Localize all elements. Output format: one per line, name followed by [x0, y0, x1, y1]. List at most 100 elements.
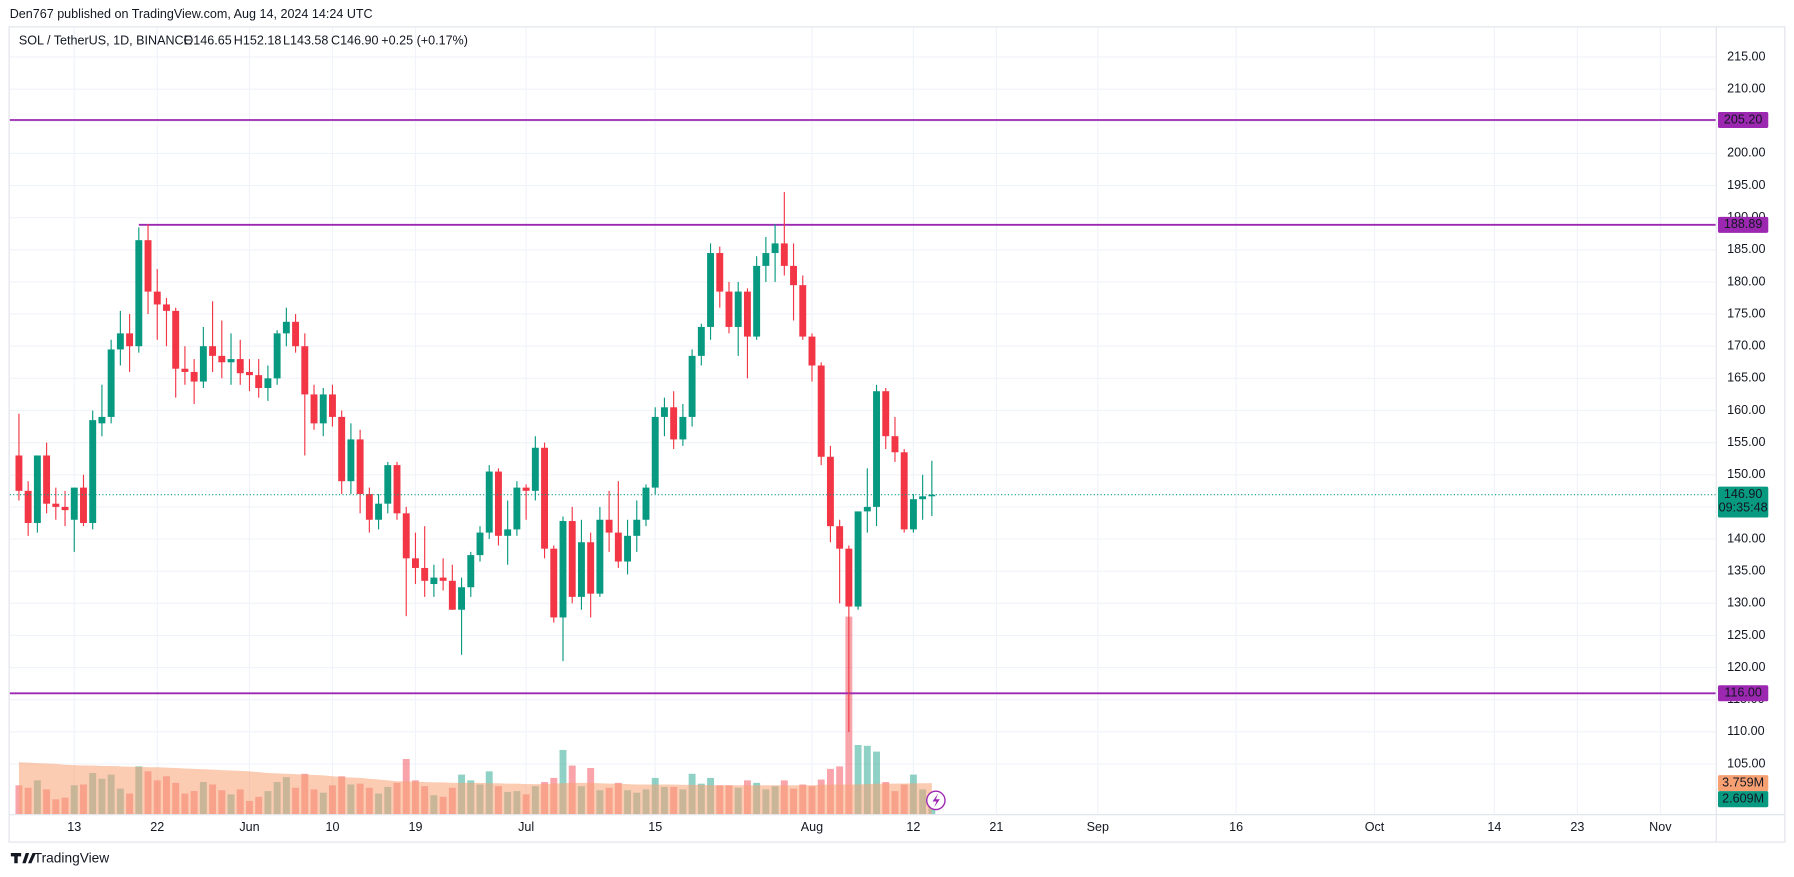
candle-body — [522, 487, 530, 491]
x-tick-label: 12 — [906, 820, 920, 834]
candle-body — [660, 407, 668, 417]
candle-body — [541, 447, 549, 549]
x-tick-label: Sep — [1087, 820, 1109, 834]
candle-body — [246, 371, 253, 376]
candle-body — [873, 391, 880, 507]
candle-body — [458, 587, 466, 610]
candle-body — [411, 558, 419, 568]
candle-body — [80, 487, 87, 523]
x-tick-label: 15 — [648, 820, 662, 834]
candle-body — [845, 548, 853, 607]
candle-body — [218, 355, 226, 363]
candle-body — [163, 304, 170, 311]
last-price-badge — [1717, 486, 1769, 518]
x-tick-label: 19 — [408, 820, 422, 834]
y-tick-label: 160.00 — [1727, 403, 1765, 417]
candle-body — [402, 513, 410, 559]
candle-body — [836, 526, 844, 549]
candle-body — [421, 567, 429, 581]
candle-body — [826, 456, 834, 527]
candle-body — [33, 455, 41, 523]
candle-body — [126, 333, 134, 347]
candle-body — [817, 365, 825, 457]
candle-body — [679, 416, 687, 440]
level-label: 188.89 — [1724, 217, 1762, 231]
y-tick-label: 110.00 — [1727, 724, 1765, 738]
y-tick-label: 180.00 — [1727, 274, 1765, 288]
candle-body — [577, 542, 585, 597]
level-label: 205.20 — [1724, 112, 1762, 126]
candle-body — [264, 378, 272, 388]
candle-body — [329, 394, 336, 417]
x-tick-label: Nov — [1649, 820, 1672, 834]
volume-bar — [559, 749, 567, 815]
y-tick-label: 140.00 — [1727, 531, 1765, 545]
candles — [9, 191, 1716, 732]
candle-body — [310, 394, 318, 424]
candle-body — [707, 253, 715, 327]
ohlc-value: L143.58 — [283, 33, 328, 47]
candle-body — [61, 506, 69, 511]
candle-body — [642, 487, 650, 520]
candle-body — [43, 455, 51, 504]
candle-body — [199, 346, 207, 382]
volume-bar — [854, 744, 862, 815]
volume-label: 2.609M — [1722, 792, 1764, 806]
candle-body — [375, 503, 383, 520]
candle-body — [144, 240, 152, 292]
level-label: 116.00 — [1724, 686, 1762, 700]
level-badge — [1717, 685, 1769, 702]
candle-body — [98, 416, 106, 424]
candle-body — [854, 511, 862, 607]
x-tick-label: Jun — [239, 820, 259, 834]
candle-body — [365, 494, 373, 520]
ohlc-value: H152.18 — [234, 33, 282, 47]
candle-body — [559, 521, 567, 618]
candle-body — [568, 521, 576, 597]
candle-body — [697, 326, 705, 356]
candle-body — [227, 359, 235, 363]
candle-body — [255, 375, 263, 388]
y-tick-label: 170.00 — [1727, 339, 1765, 353]
y-tick-label: 155.00 — [1727, 435, 1765, 449]
candle-body — [587, 542, 595, 594]
candle-body — [236, 359, 244, 374]
x-tick-label: 16 — [1229, 820, 1243, 834]
y-tick-label: 175.00 — [1727, 306, 1765, 320]
level-badge — [1717, 216, 1769, 233]
candle-body — [716, 253, 724, 292]
candle-body — [52, 503, 60, 507]
volume-bar — [863, 745, 871, 815]
candle-body — [135, 240, 143, 347]
publisher: Den767 published on TradingView.com, Aug… — [10, 7, 373, 21]
x-tick-label: 21 — [989, 820, 1003, 834]
candle-body — [753, 265, 761, 337]
candle-body — [614, 532, 622, 562]
candle-body — [476, 532, 484, 556]
candle-body — [762, 253, 770, 266]
candle-body — [347, 439, 355, 482]
candle-body — [282, 321, 290, 334]
candle-body — [89, 420, 97, 523]
candle-body — [743, 291, 751, 337]
x-tick-label: 23 — [1570, 820, 1584, 834]
candle-body — [70, 487, 78, 520]
candle-body — [116, 333, 124, 350]
candle-body — [734, 291, 742, 327]
candle-body — [172, 310, 180, 369]
candle-body — [356, 439, 364, 495]
candle-body — [688, 355, 696, 417]
last-price-label: 146.90 — [1724, 487, 1762, 501]
candle-body — [771, 243, 779, 254]
y-tick-label: 120.00 — [1727, 660, 1765, 674]
symbol: SOL / TetherUS, 1D, BINANCE — [19, 33, 192, 47]
volume-pane — [15, 616, 936, 815]
candle-body — [633, 519, 641, 536]
candle-body — [919, 496, 927, 500]
y-tick-label: 105.00 — [1727, 756, 1765, 770]
candle-body — [301, 346, 309, 395]
candle-body — [384, 465, 392, 504]
candle-body — [439, 577, 447, 581]
